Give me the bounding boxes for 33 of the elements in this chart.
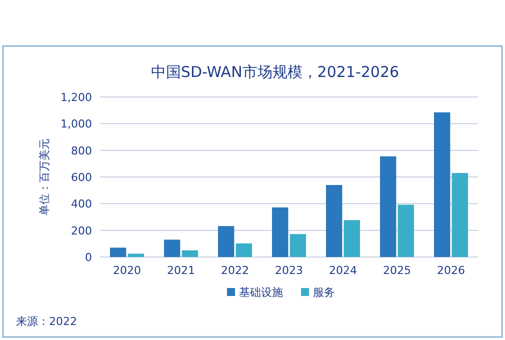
source-note: 来源：2022 <box>16 315 77 328</box>
x-tick-label: 2020 <box>113 264 141 277</box>
y-tick-label: 600 <box>71 171 92 184</box>
bar <box>434 112 450 257</box>
bar <box>110 248 126 257</box>
x-tick-label: 2025 <box>383 264 411 277</box>
bar <box>236 243 252 257</box>
x-tick-label: 2024 <box>329 264 357 277</box>
chart-title: 中国SD-WAN市场规模，2021-2026 <box>150 63 400 81</box>
x-tick-label: 2022 <box>221 264 249 277</box>
bar <box>290 234 306 257</box>
x-tick-label: 2021 <box>167 264 195 277</box>
y-tick-label: 400 <box>71 198 92 211</box>
bar <box>164 240 180 257</box>
y-tick-label: 800 <box>71 144 92 158</box>
legend-label: 服务 <box>313 286 335 299</box>
y-axis-title: 单位：百万美元 <box>38 138 51 216</box>
legend-label: 基础设施 <box>239 286 283 299</box>
y-tick-label: 1,000 <box>60 118 92 131</box>
bar <box>398 204 414 257</box>
y-tick-label: 0 <box>85 251 92 264</box>
bar <box>128 254 144 257</box>
bar <box>272 207 288 257</box>
bar <box>182 250 198 257</box>
y-tick-label: 200 <box>71 224 92 238</box>
bar <box>344 220 360 257</box>
bar <box>452 173 468 257</box>
bar <box>218 226 234 257</box>
bar <box>380 156 396 257</box>
x-tick-label: 2026 <box>437 264 465 277</box>
y-tick-label: 1,200 <box>60 91 92 104</box>
x-tick-label: 2023 <box>275 264 303 277</box>
bar <box>326 185 342 257</box>
